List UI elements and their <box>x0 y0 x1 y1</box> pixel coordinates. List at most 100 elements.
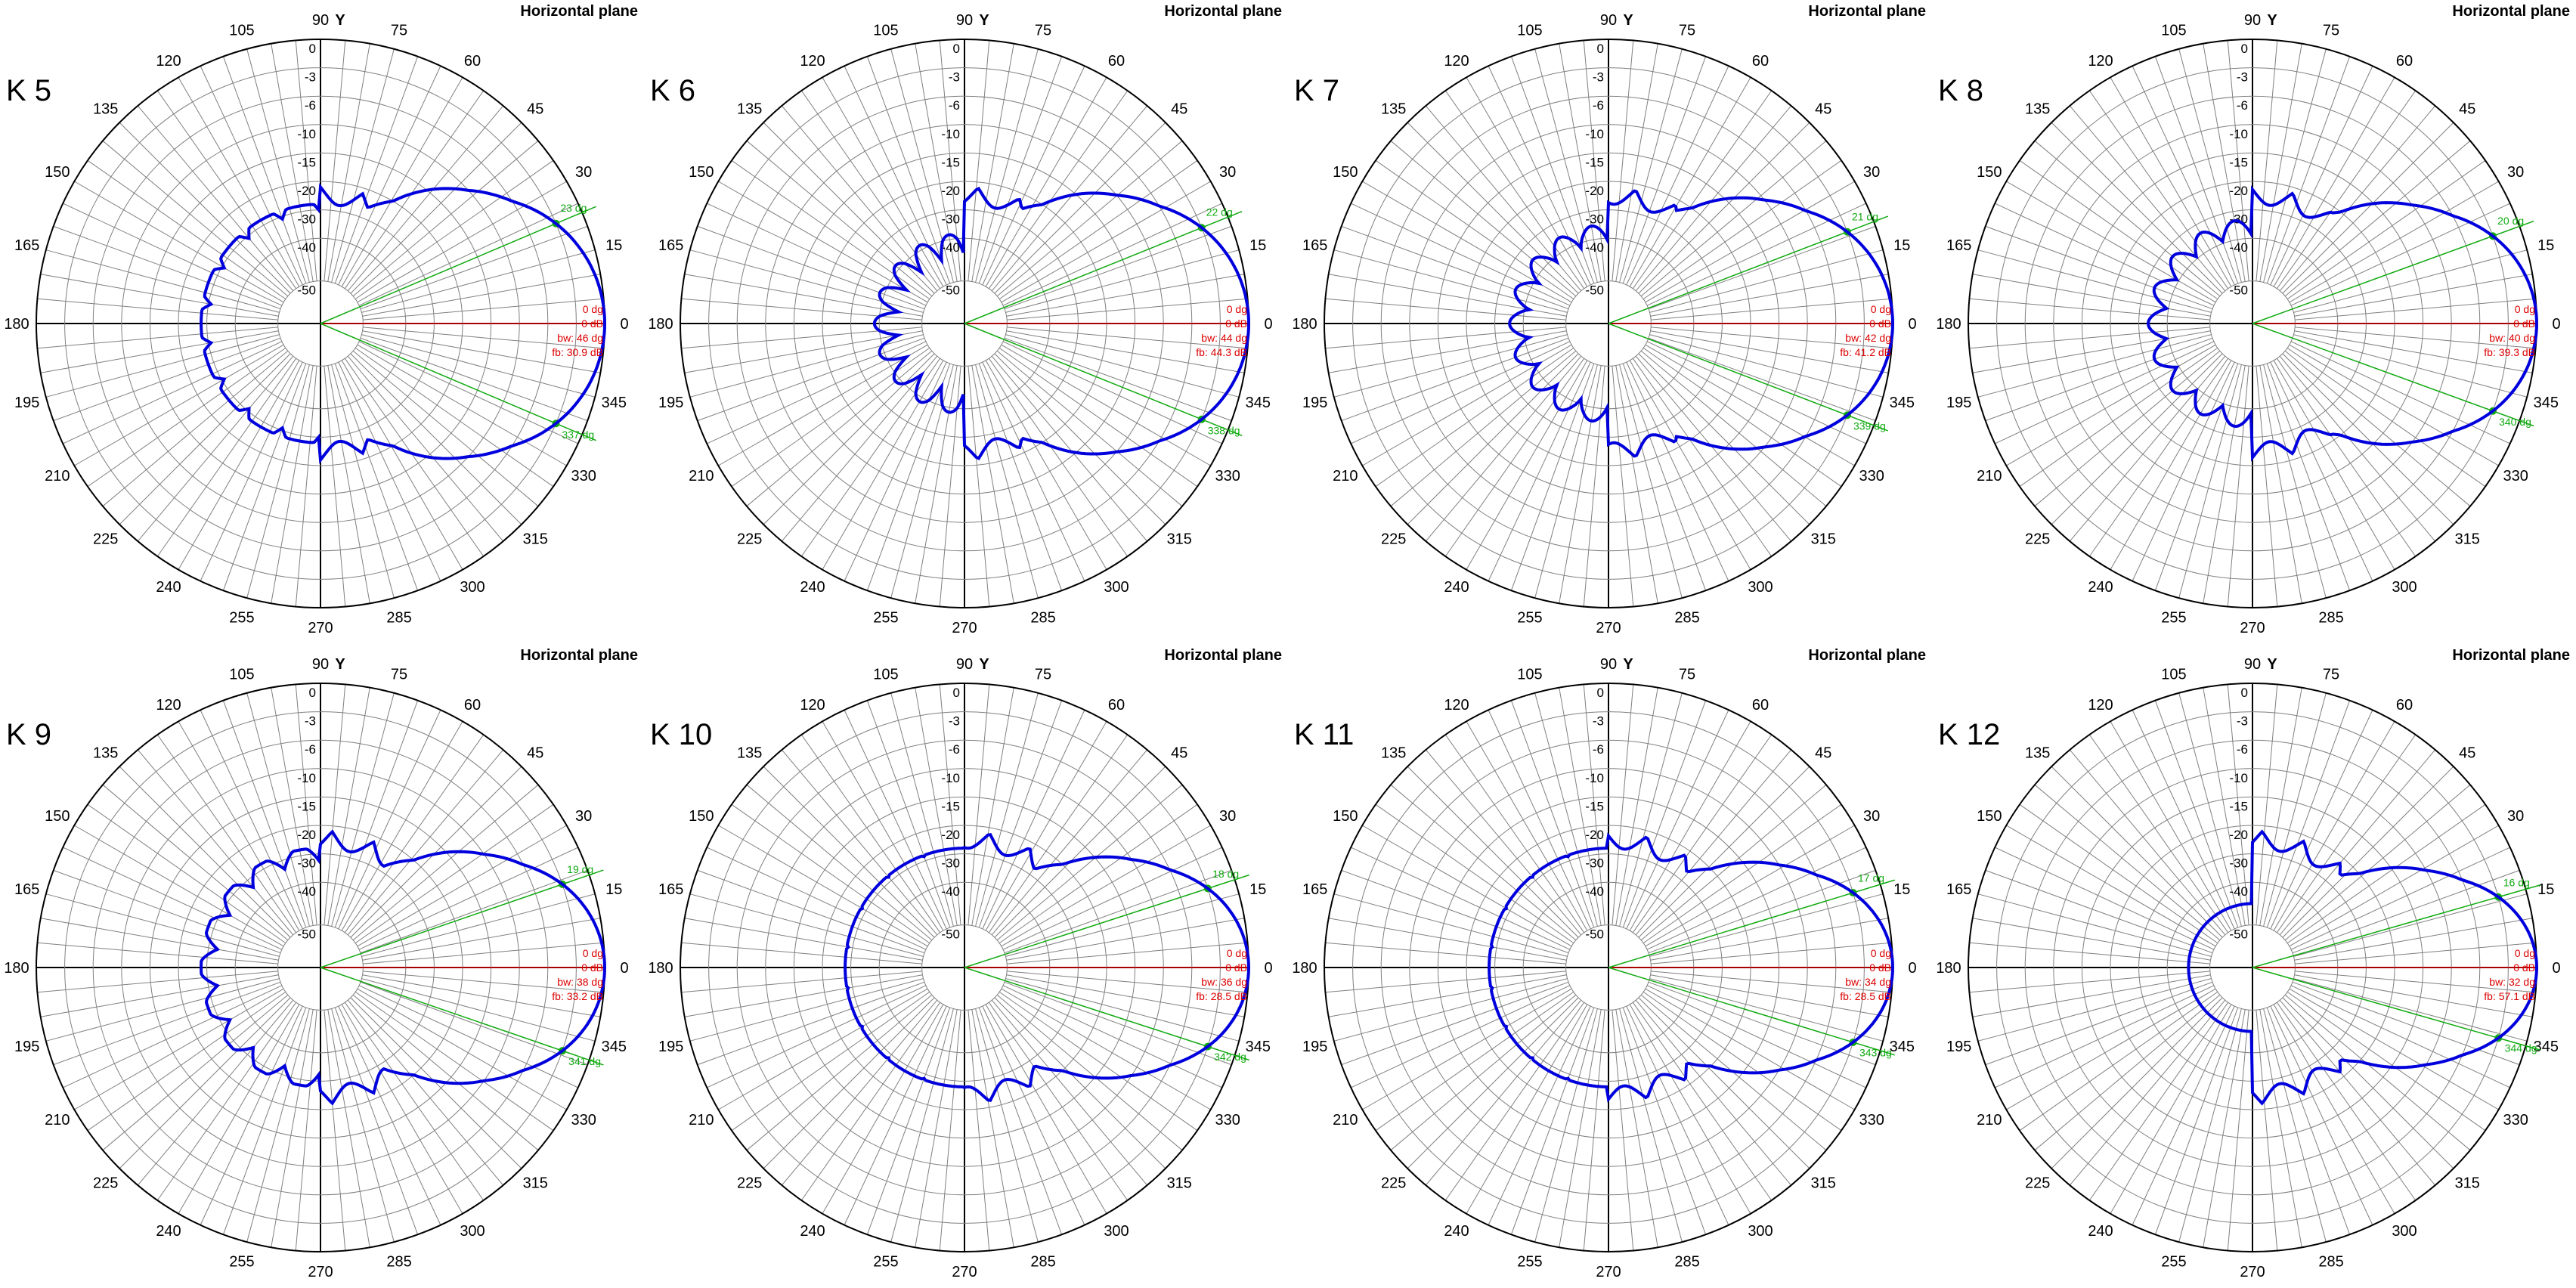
angle-tick-label: 330 <box>1859 468 1884 485</box>
grid-spoke <box>63 341 283 444</box>
grid-spoke <box>200 66 303 286</box>
angle-tick-label: 285 <box>386 1253 411 1270</box>
grid-spoke <box>1995 847 2215 950</box>
grid-spoke <box>2203 1009 2246 1248</box>
beamwidth-line <box>320 967 604 1066</box>
grid-spoke <box>1341 337 1569 422</box>
grid-spoke <box>1510 700 1595 928</box>
grid-spoke <box>352 784 539 941</box>
angle-tick-label: 105 <box>229 667 254 683</box>
grid-spoke <box>2270 66 2373 286</box>
grid-spoke <box>684 274 923 317</box>
db-tick-label: -3 <box>1593 714 1604 729</box>
angle-tick-label: 45 <box>1815 101 1831 118</box>
angle-tick-label: 90 <box>956 656 973 673</box>
grid-spoke <box>45 978 280 1042</box>
grid-spoke <box>1651 298 1892 320</box>
angle-tick-label: 210 <box>45 468 70 485</box>
grid-spoke <box>1638 766 1810 938</box>
grid-spoke <box>338 66 441 286</box>
grid-spoke <box>45 893 280 957</box>
grid-spoke <box>53 981 281 1066</box>
grid-spoke <box>222 700 307 928</box>
grid-spoke <box>2256 1010 2278 1251</box>
grid-spoke <box>2088 90 2229 289</box>
grid-spoke <box>200 710 303 930</box>
angle-tick-label: 240 <box>156 1223 181 1240</box>
angle-tick-label: 165 <box>14 881 39 898</box>
angle-tick-label: 15 <box>1893 237 1910 254</box>
grid-spoke <box>40 330 279 373</box>
angle-tick-label: 150 <box>1977 808 2002 825</box>
grid-spoke <box>994 997 1166 1169</box>
grid-spoke <box>334 1007 419 1235</box>
grid-spoke <box>822 360 944 570</box>
angle-tick-label: 0 <box>2552 316 2560 333</box>
radiation-pattern-curve <box>1508 189 1895 458</box>
lower-beam-angle-label: 338 dg <box>1208 424 1240 436</box>
db-tick-label: -40 <box>2229 884 2248 899</box>
grid-spoke <box>2263 48 2327 283</box>
main-lobe-gain-label: 0 dB <box>1869 317 1891 330</box>
grid-spoke <box>2279 105 2436 292</box>
grid-spoke <box>1619 692 1683 927</box>
grid-spoke <box>975 692 1039 927</box>
angle-tick-label: 105 <box>873 23 898 39</box>
grid-spoke <box>1650 974 1889 1017</box>
grid-spoke <box>341 721 463 931</box>
angle-tick-label: 105 <box>2161 667 2186 683</box>
grid-spoke <box>2069 749 2226 936</box>
grid-spoke <box>2006 825 2216 947</box>
angle-tick-label: 120 <box>2088 697 2113 714</box>
grid-spoke <box>2279 999 2436 1186</box>
grid-spoke <box>53 869 281 954</box>
grid-spoke <box>985 1004 1107 1214</box>
angle-tick-label: 195 <box>658 395 683 411</box>
grid-spoke <box>822 721 944 931</box>
beamwidth-label: bw: 36 dg <box>1201 976 1247 988</box>
grid-spoke <box>363 298 604 320</box>
grid-spoke <box>2154 700 2239 928</box>
upper-beam-angle-label: 20 dg <box>2497 215 2524 227</box>
grid-spoke <box>360 869 588 954</box>
grid-spoke <box>74 181 284 303</box>
grid-spoke <box>1488 361 1591 581</box>
grid-spoke <box>361 334 596 398</box>
polar-chart-svg: 0 15 30 45 60 75 90 105 120 135 150 165 180 195 210 225… <box>1936 12 2560 636</box>
angle-tick-label: 0 <box>620 960 628 977</box>
db-tick-label: -20 <box>1585 828 1604 842</box>
angle-tick-label: 330 <box>1859 1112 1884 1129</box>
grid-spoke <box>361 249 596 313</box>
grid-spoke <box>2227 366 2249 607</box>
main-lobe-gain-label: 0 dB <box>581 317 603 330</box>
grid-spoke <box>1444 90 1585 289</box>
grid-spoke <box>2273 360 2395 570</box>
grid-spoke <box>781 105 938 292</box>
grid-spoke <box>355 991 554 1132</box>
angle-tick-label: 165 <box>14 237 39 254</box>
grid-spoke <box>87 159 286 300</box>
grid-spoke <box>1649 893 1884 957</box>
grid-spoke <box>347 105 504 292</box>
y-axis-label: Y <box>979 656 989 673</box>
front-to-back-label: fb: 39.3 dB <box>2484 346 2535 358</box>
grid-spoke <box>341 77 463 287</box>
grid-spoke <box>358 985 578 1088</box>
grid-spoke <box>2284 994 2471 1151</box>
grid-spoke <box>2051 997 2223 1169</box>
grid-spoke <box>1638 122 1810 294</box>
angle-tick-label: 180 <box>648 316 673 333</box>
plane-title: Horizontal plane <box>1164 3 1282 20</box>
grid-spoke <box>63 847 283 950</box>
grid-spoke <box>119 766 291 938</box>
angle-tick-label: 315 <box>1167 531 1192 547</box>
grid-spoke <box>866 1007 951 1235</box>
grid-spoke <box>707 847 927 950</box>
grid-spoke <box>334 56 419 284</box>
lower-beam-angle-label: 343 dg <box>1859 1046 1892 1058</box>
angle-tick-label: 150 <box>45 808 70 825</box>
main-lobe-angle-label: 0 dg <box>583 303 603 315</box>
grid-spoke <box>1640 140 1827 297</box>
grid-spoke <box>1972 974 2211 1017</box>
grid-spoke <box>2287 159 2486 300</box>
